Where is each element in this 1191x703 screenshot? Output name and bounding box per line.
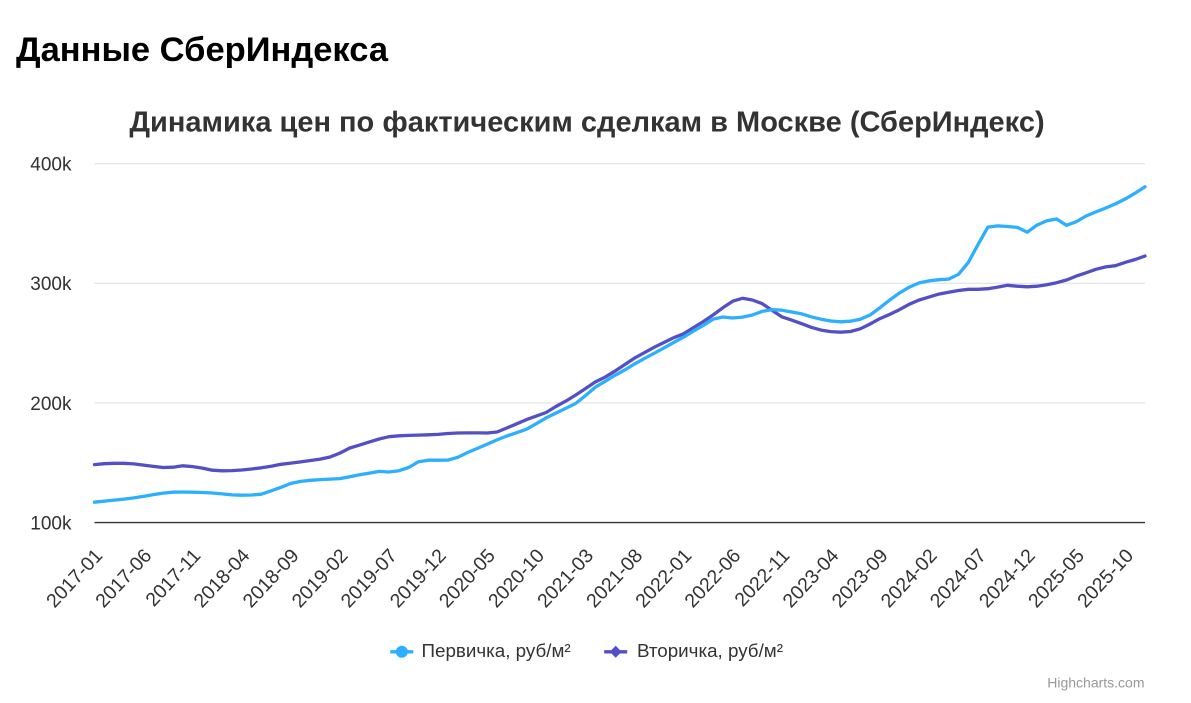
svg-text:200k: 200k [30,394,72,415]
svg-text:Первичка, руб/м²: Первичка, руб/м² [422,640,571,661]
svg-text:Вторичка, руб/м²: Вторичка, руб/м² [637,640,783,661]
svg-text:Данные СберИндекса: Данные СберИндекса [16,31,389,69]
svg-text:Динамика цен по фактическим сд: Динамика цен по фактическим сделкам в Мо… [129,107,1044,139]
svg-text:100k: 100k [30,513,72,534]
svg-text:Highcharts.com: Highcharts.com [1047,674,1144,690]
svg-text:400k: 400k [30,155,72,176]
svg-text:300k: 300k [30,274,72,295]
